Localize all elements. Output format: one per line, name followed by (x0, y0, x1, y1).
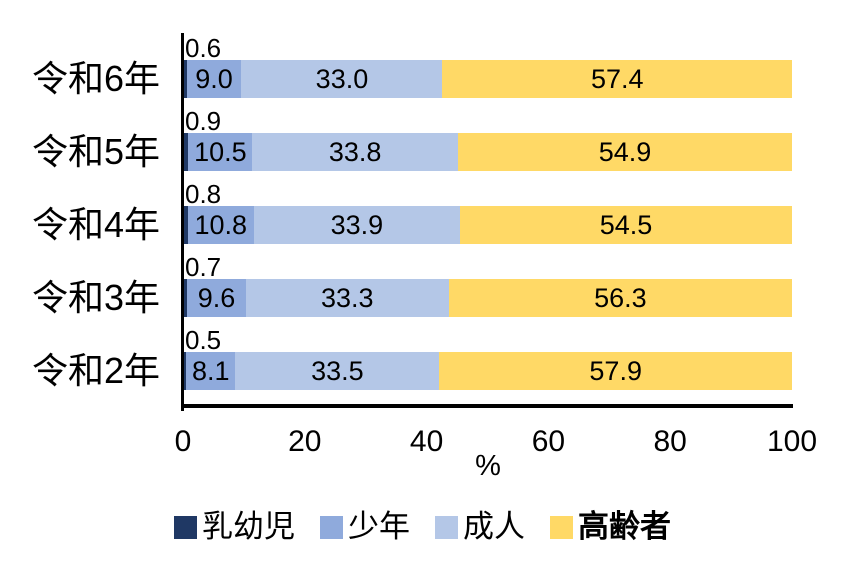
bar-segment-label: 9.0 (195, 64, 233, 94)
bar-row: 0.9 10.5 33.8 54.9 (183, 106, 792, 182)
legend-label: 成人 (463, 509, 525, 544)
x-tick-label: 20 (288, 425, 322, 458)
y-axis-line (181, 33, 184, 411)
legend: 乳幼児 少年 成人 高齢者 (0, 503, 845, 551)
bar-segment-label: 33.9 (330, 210, 384, 240)
legend-item: 少年 (320, 505, 410, 549)
bar-rows: 0.6 9.0 33.0 57.4 0.9 10.5 33.8 54.9 0.8 10.8 33.9… (183, 33, 792, 402)
y-axis-label: 令和5年 (31, 131, 160, 172)
x-tick-label: 100 (766, 425, 818, 458)
bar-row-top-label: 0.5 (185, 325, 222, 355)
bar-row: 0.8 10.8 33.9 54.5 (183, 179, 792, 255)
legend-label: 少年 (348, 509, 410, 544)
bar-segment: 33.0 (241, 60, 443, 98)
bar-segment: 57.9 (439, 352, 792, 390)
bar-segment: 10.8 (187, 206, 254, 244)
bar-row-top-label: 0.9 (185, 106, 222, 136)
stacked-bar: 8.1 33.5 57.9 (183, 352, 792, 390)
bar-segment: 10.5 (188, 133, 253, 171)
x-tick-label: 0 (174, 425, 192, 458)
bar-segment (183, 352, 187, 390)
bar-segment: 56.3 (448, 279, 792, 317)
bar-segment-label: 54.5 (599, 210, 653, 240)
bar-segment-label: 33.8 (328, 137, 382, 167)
bar-segment-label: 56.3 (594, 283, 647, 313)
stacked-bar: 9.6 33.3 56.3 (183, 279, 792, 317)
bar-row: 0.6 9.0 33.0 57.4 (183, 33, 792, 109)
bar-segment: 9.0 (186, 60, 242, 98)
bar-segment: 9.6 (187, 279, 246, 317)
bar-segment-label: 57.4 (590, 64, 644, 94)
bar-segment-label: 57.9 (589, 356, 642, 386)
bar-segment-label: 33.0 (315, 64, 369, 94)
legend-label: 乳幼児 (202, 509, 295, 544)
y-axis-label: 令和6年 (31, 58, 160, 99)
legend-swatch (320, 515, 343, 539)
bar-segment: 33.9 (253, 206, 461, 244)
bar-segment-label: 8.1 (191, 356, 230, 386)
bar-segment: 54.5 (460, 206, 792, 244)
bar-segment: 33.8 (252, 133, 458, 171)
bar-segment: 33.5 (235, 352, 440, 390)
y-axis-label: 令和3年 (31, 277, 160, 318)
bar-segment (183, 279, 188, 317)
x-tick-label: 40 (409, 425, 444, 458)
stacked-bar: 10.5 33.8 54.9 (183, 133, 792, 171)
y-axis-label: 令和2年 (31, 350, 160, 391)
legend-item: 乳幼児 (174, 505, 295, 549)
bar-segment: 8.1 (186, 352, 236, 390)
bar-segment: 33.3 (245, 279, 449, 317)
legend-item: 高齢者 (550, 505, 671, 549)
bar-segment (183, 60, 187, 98)
bar-row: 0.7 9.6 33.3 56.3 (183, 252, 792, 328)
x-axis-title: % (475, 450, 501, 482)
x-axis-ticks: 0 20 40 60 80 100 (0, 427, 845, 459)
bar-segment-label: 10.5 (194, 137, 247, 167)
bar-row-top-label: 0.8 (185, 179, 222, 209)
legend-label: 高齢者 (578, 509, 671, 544)
legend-swatch (550, 515, 573, 539)
bar-segment: 57.4 (442, 60, 792, 98)
bar-segment-label: 33.3 (321, 283, 374, 313)
legend-swatch (174, 515, 197, 539)
bar-segment (183, 206, 188, 244)
legend-item: 成人 (435, 505, 525, 549)
bar-segment-label: 10.8 (194, 210, 248, 240)
bar-row-top-label: 0.6 (185, 33, 222, 63)
y-axis-labels: 令和6年令和5年令和4年令和3年令和2年 (0, 0, 168, 420)
bar-segment-label: 54.9 (598, 137, 652, 167)
x-axis-line (181, 404, 793, 408)
bar-segment-label: 9.6 (197, 283, 236, 313)
legend-swatch (435, 515, 458, 539)
bar-row-top-label: 0.7 (185, 252, 222, 282)
bar-row: 0.5 8.1 33.5 57.9 (183, 325, 792, 401)
x-tick-label: 60 (531, 425, 566, 458)
bar-segment-label: 33.5 (311, 356, 364, 386)
x-tick-label: 80 (653, 425, 687, 458)
bar-segment: 54.9 (457, 133, 792, 171)
y-axis-label: 令和4年 (31, 204, 160, 245)
stacked-bar: 9.0 33.0 57.4 (183, 60, 792, 98)
bar-segment (183, 133, 189, 171)
stacked-bar: 10.8 33.9 54.5 (183, 206, 792, 244)
